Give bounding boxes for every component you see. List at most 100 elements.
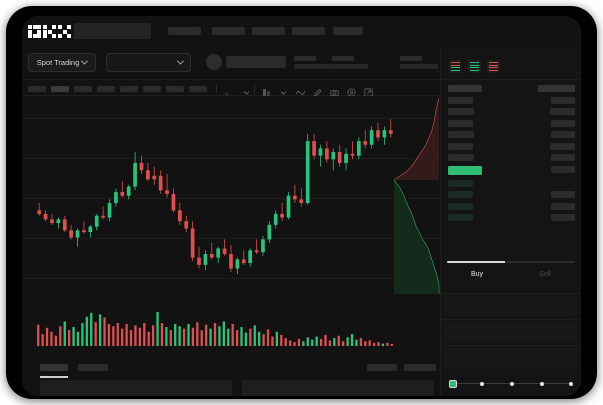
slider-step-100[interactable] xyxy=(569,381,573,386)
orderbook-row-ask-6-right[interactable] xyxy=(551,154,575,161)
slider-handle[interactable] xyxy=(449,380,457,388)
orderbook-row-last-price-right[interactable] xyxy=(551,165,575,173)
orderbook-rows[interactable] xyxy=(441,83,581,221)
orderbook-view-both-icon[interactable] xyxy=(449,60,462,73)
price-chart[interactable] xyxy=(22,96,440,306)
orderbook-row-ask-4-left[interactable] xyxy=(448,131,474,138)
bottom-tabs xyxy=(22,360,440,378)
toolbar-divider xyxy=(254,84,255,93)
nav-item-earn[interactable] xyxy=(292,27,325,35)
fullscreen-icon[interactable] xyxy=(364,84,373,97)
orderbook-row-ask-1-right[interactable] xyxy=(551,96,575,104)
bottom-tab-order-history[interactable] xyxy=(78,364,108,371)
orderbook-row-bid-3-right[interactable] xyxy=(551,202,575,210)
orderbook-row-bid-2-left[interactable] xyxy=(448,191,473,198)
device-frame: Spot Trading xyxy=(6,6,597,399)
slider-step-50[interactable] xyxy=(510,381,514,386)
order-field-price[interactable] xyxy=(445,296,578,316)
trading-mode-label: Spot Trading xyxy=(36,58,80,67)
indicators-icon[interactable]: ᵢᵢᵢ xyxy=(225,84,234,97)
orderbook-view-asks-icon[interactable] xyxy=(487,60,500,73)
order-form-tabs: Buy Sell xyxy=(441,261,581,293)
trading-pair-select[interactable] xyxy=(106,53,191,72)
chart-toolbar: ᵢᵢᵢ xyxy=(22,79,440,97)
orderbook-row-ask-5-right[interactable] xyxy=(550,142,575,150)
chevron-down-icon xyxy=(81,57,89,65)
order-field-total[interactable] xyxy=(445,348,578,368)
order-tab-sell[interactable]: Sell xyxy=(539,271,551,278)
settings-icon[interactable] xyxy=(347,84,356,97)
slider-step-75[interactable] xyxy=(540,381,544,386)
stat-24h-high xyxy=(400,56,438,69)
chevron-down-icon[interactable] xyxy=(242,84,251,95)
chart-gridline xyxy=(22,198,440,199)
orderbook-row-header-left[interactable] xyxy=(448,85,482,92)
order-book-panel: Buy Sell xyxy=(440,47,581,396)
orderbook-row-bid-4-left[interactable] xyxy=(448,214,473,221)
line-style-icon[interactable] xyxy=(295,84,306,95)
nav-item-markets[interactable] xyxy=(212,27,245,35)
okx-logo-icon[interactable] xyxy=(28,25,71,38)
panel-divider xyxy=(441,79,581,80)
order-tab-buy[interactable]: Buy xyxy=(470,271,484,278)
orderbook-view-bids-icon[interactable] xyxy=(468,60,481,73)
orderbook-row-bid-3-left[interactable] xyxy=(448,202,473,210)
timeframe-8[interactable] xyxy=(189,86,207,92)
orderbook-row-ask-3-right[interactable] xyxy=(551,119,575,127)
coin-avatar xyxy=(206,54,222,70)
timeframe-6[interactable] xyxy=(143,86,161,92)
orderbook-row-ask-1-left[interactable] xyxy=(448,96,473,104)
pencil-icon[interactable] xyxy=(313,84,322,97)
order-amount-slider[interactable] xyxy=(449,379,575,388)
timeframe-1[interactable] xyxy=(28,86,46,92)
orderbook-row-ask-2-right[interactable] xyxy=(550,108,575,115)
volume-series xyxy=(37,312,393,346)
orderbook-row-ask-6-left[interactable] xyxy=(448,154,474,161)
logo-glyph-k xyxy=(43,25,56,38)
timeframe-7[interactable] xyxy=(166,86,184,92)
logo-glyph-x xyxy=(58,25,71,38)
chart-gridline xyxy=(22,158,440,159)
compare-icon[interactable] xyxy=(262,84,271,96)
orderbook-row-ask-2-left[interactable] xyxy=(448,108,474,115)
search-input[interactable] xyxy=(74,23,151,39)
chart-gridline xyxy=(22,278,440,279)
nav-item-trade[interactable] xyxy=(168,27,201,35)
market-depth-overlay xyxy=(393,97,440,294)
bottom-action-1[interactable] xyxy=(367,364,397,371)
orderbook-row-ask-3-left[interactable] xyxy=(448,119,473,127)
chevron-down-icon xyxy=(176,57,185,65)
chevron-down-icon[interactable] xyxy=(279,84,288,95)
orderbook-view-toggles xyxy=(449,60,500,73)
orderbook-row-ask-4-right[interactable] xyxy=(551,131,575,138)
order-form-fields xyxy=(441,293,581,368)
timeframe-2[interactable] xyxy=(51,86,69,92)
orderbook-row-bid-4-right[interactable] xyxy=(551,214,575,221)
svg-text:ᵢᵢᵢ: ᵢᵢᵢ xyxy=(225,91,228,97)
nav-item-more[interactable] xyxy=(333,27,363,35)
order-field-amount[interactable] xyxy=(445,322,578,342)
timeframe-3[interactable] xyxy=(74,86,92,92)
slider-step-25[interactable] xyxy=(480,381,484,386)
bottom-card-right[interactable] xyxy=(242,380,434,396)
chart-gridline xyxy=(22,118,440,119)
orderbook-row-bid-2-right[interactable] xyxy=(551,191,575,198)
candlestick-series xyxy=(37,119,393,274)
volume-chart xyxy=(22,308,440,356)
timeframe-5[interactable] xyxy=(120,86,138,92)
form-divider xyxy=(441,319,581,320)
trading-mode-button[interactable]: Spot Trading xyxy=(28,53,96,72)
orderbook-row-bid-1-left[interactable] xyxy=(448,179,473,187)
bottom-card-left[interactable] xyxy=(40,380,232,396)
bottom-action-2[interactable] xyxy=(404,364,436,371)
orderbook-row-header-right[interactable] xyxy=(538,85,575,92)
timeframe-4[interactable] xyxy=(97,86,115,92)
nav-item-derivatives[interactable] xyxy=(252,27,285,35)
app-screen: Spot Trading xyxy=(22,16,581,396)
camera-icon[interactable] xyxy=(330,84,339,96)
orderbook-row-ask-5-left[interactable] xyxy=(448,142,473,150)
orderbook-row-last-price-left[interactable] xyxy=(448,165,482,175)
chart-gridline xyxy=(22,238,440,239)
bottom-tab-open-orders[interactable] xyxy=(40,364,68,371)
